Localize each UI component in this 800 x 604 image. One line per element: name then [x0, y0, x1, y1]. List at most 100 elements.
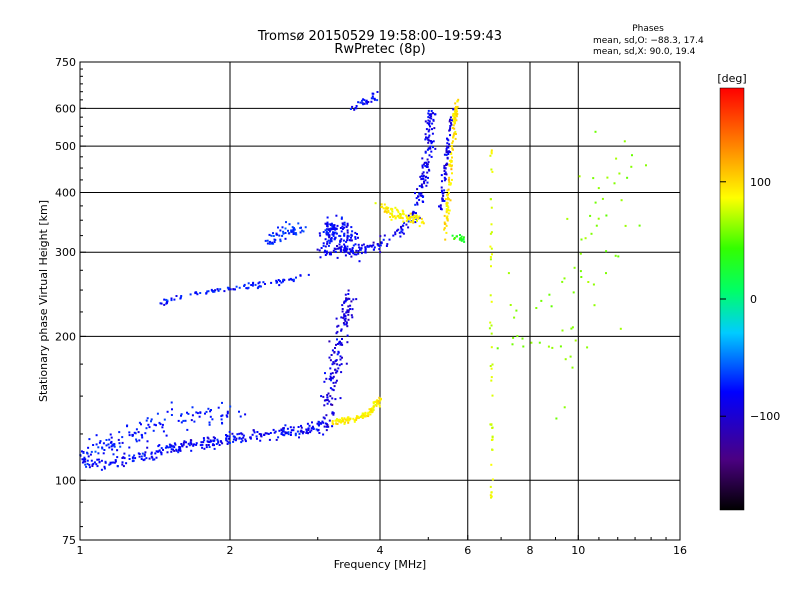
data-point [626, 176, 629, 179]
data-point [392, 215, 394, 218]
data-point [615, 157, 618, 160]
data-point [203, 447, 206, 450]
data-point [284, 431, 287, 434]
data-point [351, 308, 354, 311]
data-point [414, 215, 417, 218]
data-point [450, 168, 453, 171]
data-point [376, 91, 379, 93]
data-point [427, 161, 430, 164]
data-point [245, 287, 248, 290]
data-point [218, 444, 221, 446]
data-point [346, 334, 349, 337]
data-point [284, 424, 287, 427]
data-point [378, 403, 381, 406]
data-point [259, 439, 262, 442]
data-point [414, 217, 417, 220]
data-point [154, 452, 157, 455]
data-point [170, 414, 173, 416]
data-point [179, 449, 182, 452]
data-point [329, 372, 332, 375]
data-point [353, 108, 356, 111]
data-point [158, 449, 161, 452]
data-point [319, 256, 322, 259]
data-point [566, 217, 569, 220]
data-point [450, 119, 453, 122]
data-point [488, 327, 491, 330]
data-point [189, 441, 192, 444]
data-point [90, 450, 93, 453]
data-point [257, 285, 260, 288]
data-point [346, 239, 349, 242]
data-point [195, 443, 198, 446]
data-point [318, 249, 321, 252]
data-point [355, 107, 358, 110]
data-point [433, 127, 436, 130]
data-point [204, 412, 206, 415]
data-point [355, 419, 358, 421]
data-point [444, 222, 447, 225]
data-point [447, 198, 449, 201]
data-point [348, 419, 351, 422]
data-point [221, 442, 224, 445]
data-point [402, 224, 405, 227]
data-point [116, 456, 119, 459]
data-point [491, 363, 494, 366]
data-point [443, 228, 446, 231]
data-point [441, 198, 444, 201]
data-point [103, 467, 106, 470]
data-point [300, 429, 303, 432]
data-point [550, 305, 553, 308]
data-point [117, 438, 120, 441]
data-point [446, 142, 449, 145]
data-point [450, 145, 453, 147]
data-point [490, 231, 493, 234]
data-point [373, 97, 376, 100]
data-point [445, 162, 448, 165]
data-point [278, 234, 281, 237]
data-point [357, 416, 360, 419]
data-point [331, 372, 334, 375]
data-point [173, 449, 176, 452]
data-point [171, 445, 174, 448]
data-point [180, 414, 182, 417]
data-point [286, 431, 289, 434]
data-point [453, 113, 456, 116]
data-point [344, 317, 347, 320]
data-point [242, 436, 245, 439]
data-point [423, 161, 426, 164]
data-point [428, 154, 431, 157]
data-point [425, 163, 428, 166]
data-point [335, 317, 338, 320]
data-point [88, 463, 91, 466]
data-point [394, 231, 397, 234]
data-point [407, 214, 410, 217]
data-point [412, 221, 415, 224]
data-point [331, 425, 334, 428]
data-point [448, 209, 451, 212]
data-point [150, 418, 153, 421]
data-point [430, 150, 433, 153]
data-point [140, 423, 142, 426]
data-point [331, 422, 334, 425]
data-point [307, 273, 310, 276]
data-point [231, 432, 234, 435]
data-point [232, 435, 235, 438]
data-point [345, 362, 348, 365]
data-point [451, 172, 453, 175]
data-point [299, 231, 302, 234]
data-point [326, 221, 329, 224]
data-point [238, 410, 240, 413]
data-point [372, 92, 375, 95]
data-point [444, 238, 447, 241]
data-point [133, 431, 136, 434]
data-point [352, 250, 354, 253]
data-point [364, 251, 367, 254]
data-point [81, 450, 83, 453]
data-point [132, 459, 135, 462]
data-point [334, 368, 337, 371]
data-point [360, 252, 363, 255]
data-point [107, 443, 110, 446]
data-point [83, 458, 86, 461]
data-point [266, 432, 269, 435]
data-point [209, 410, 212, 413]
